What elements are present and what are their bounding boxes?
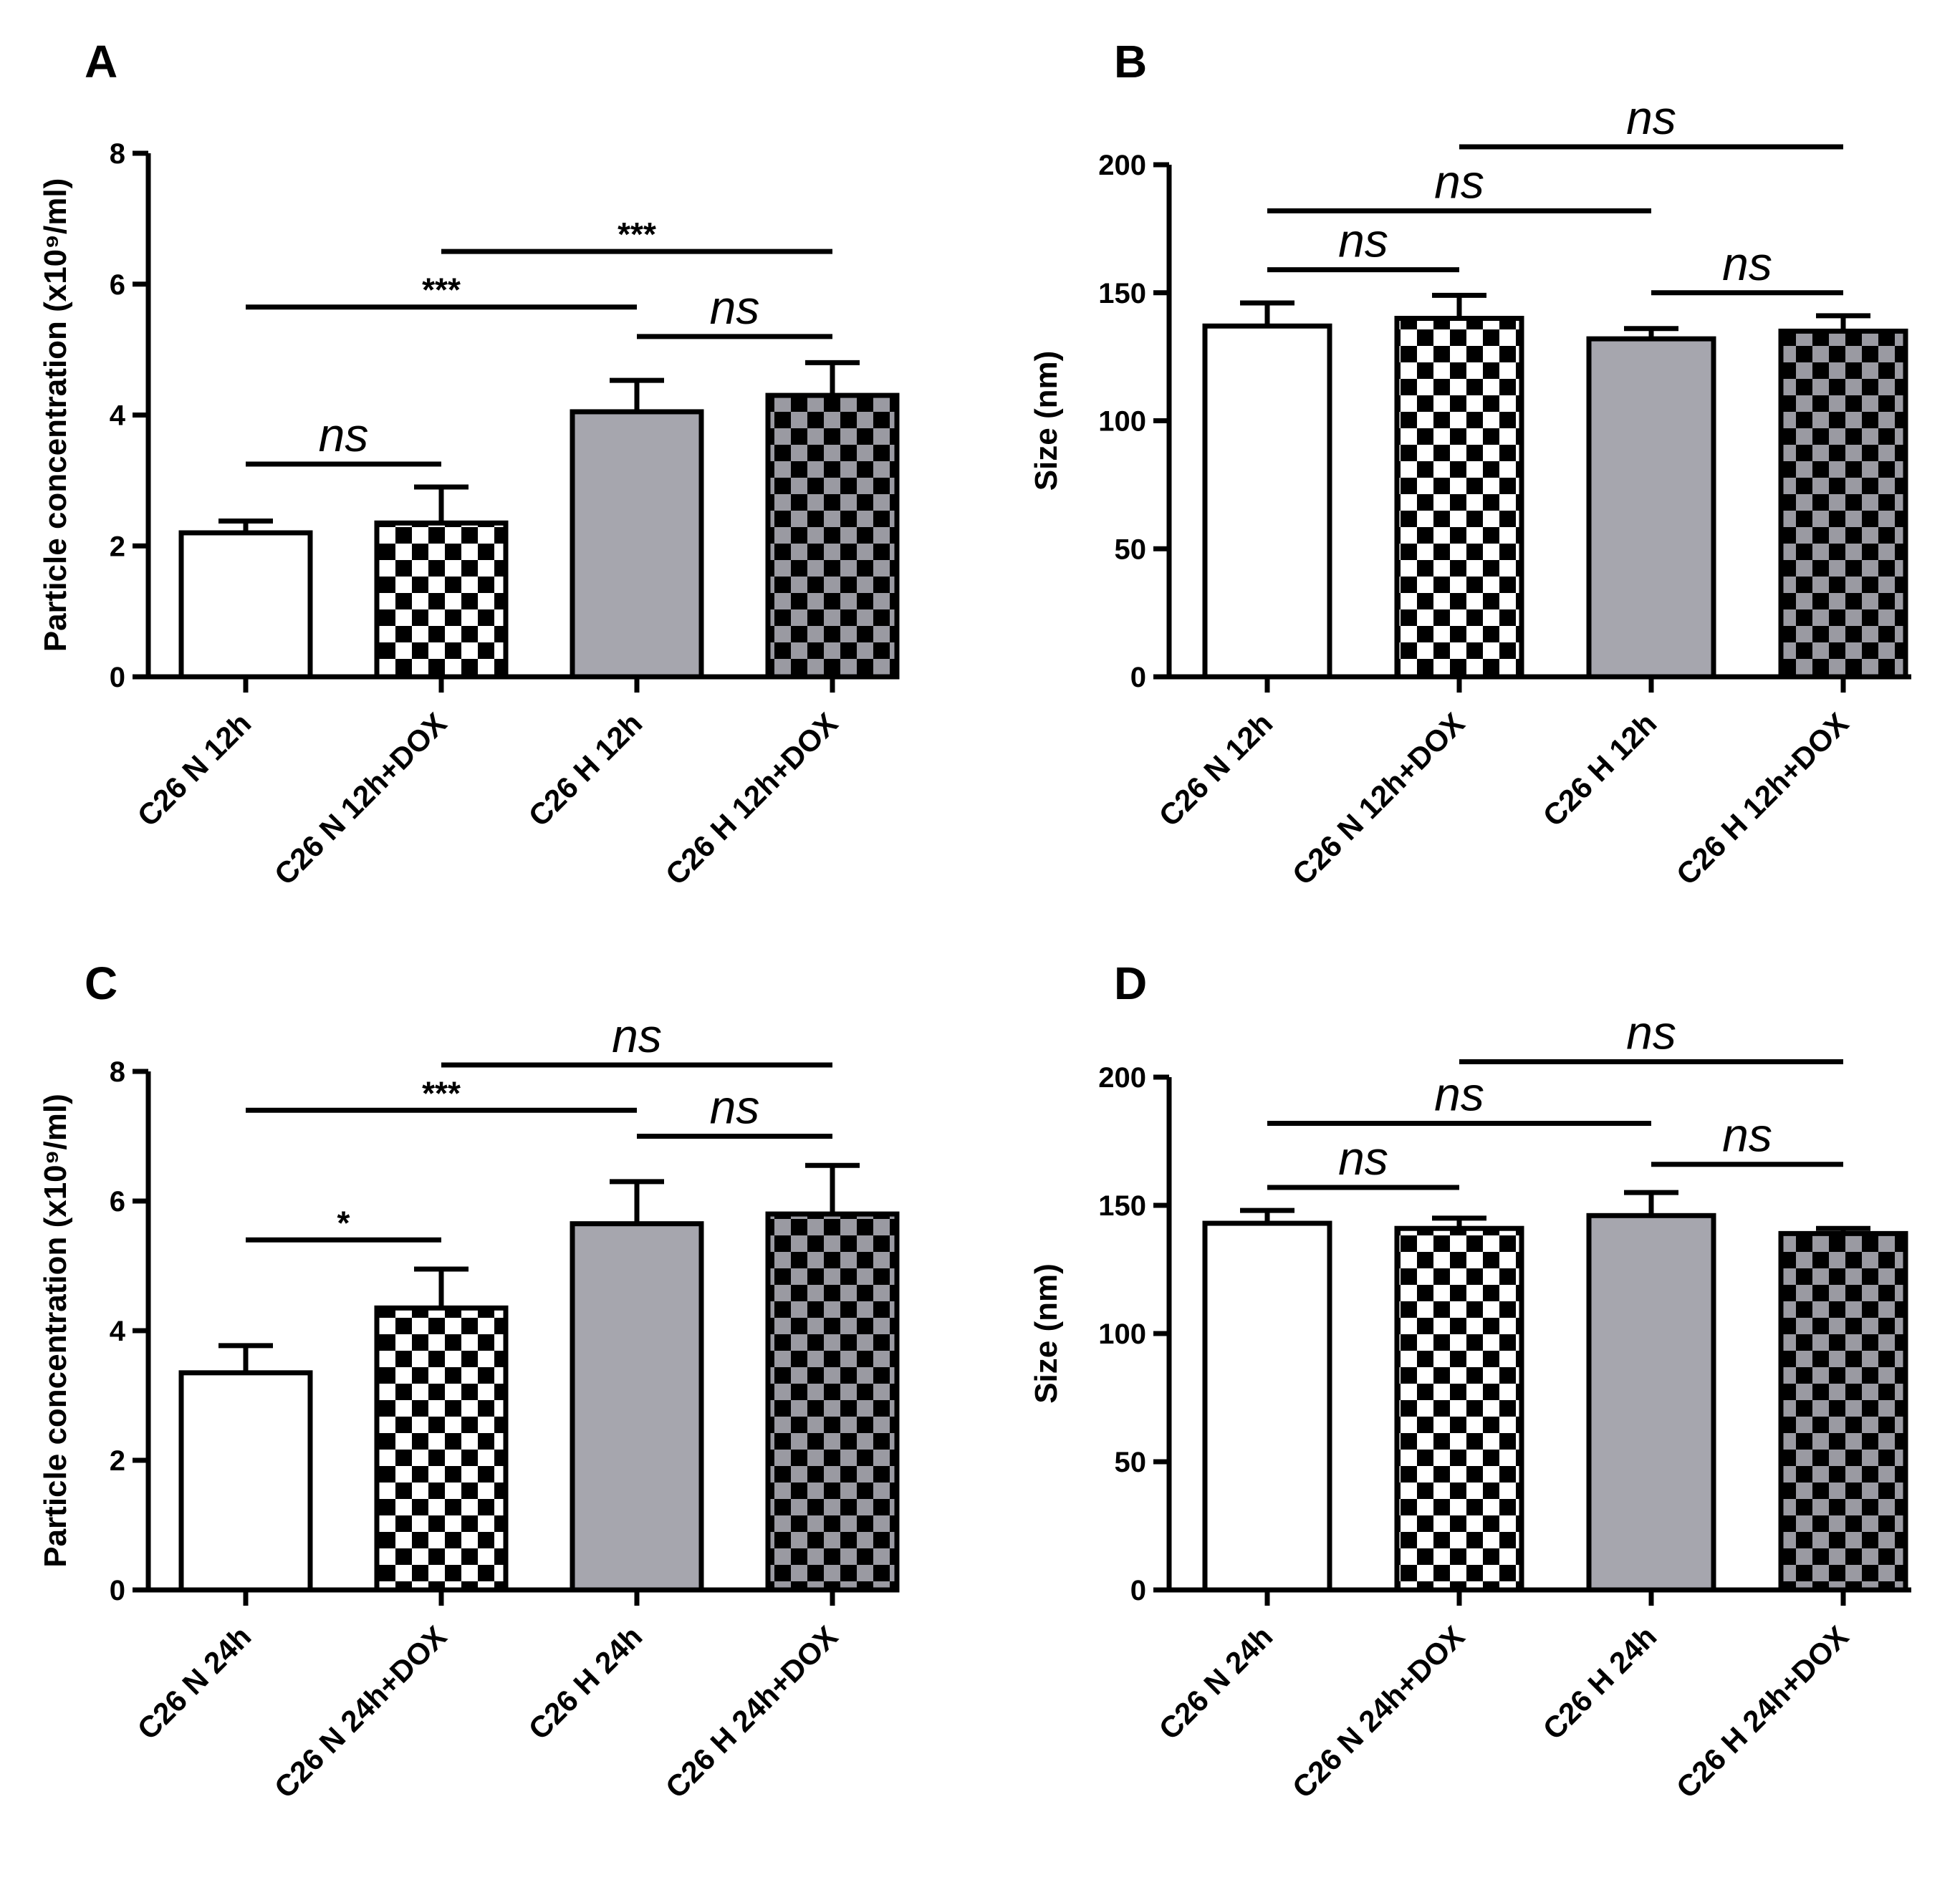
bar — [1394, 316, 1524, 680]
bar — [374, 520, 509, 680]
panel-b: B 0 50 100 150 200 Size (nm) C26 N 12h C26 N 12h… — [1029, 36, 1911, 892]
y-tick-label: 8 — [110, 1056, 125, 1088]
significance-label: ns — [1722, 237, 1772, 290]
y-tick-label: 50 — [1115, 1447, 1147, 1478]
bar — [765, 1211, 900, 1593]
significance-label: *** — [422, 1074, 461, 1112]
y-tick-label: 4 — [110, 400, 126, 432]
bar — [1778, 1230, 1908, 1593]
y-tick-label: 6 — [110, 269, 125, 301]
bar — [570, 409, 704, 680]
category-label: C26 N 12h+DOX — [268, 706, 453, 892]
category-label: C26 H 12h — [1537, 706, 1663, 833]
y-tick-label: 0 — [110, 1575, 125, 1606]
bar — [374, 1305, 509, 1593]
significance-label: *** — [422, 271, 461, 309]
category-label: C26 N 24h+DOX — [1286, 1619, 1471, 1805]
y-tick-label: 6 — [110, 1186, 125, 1218]
panel-letter: A — [85, 36, 117, 87]
bar — [765, 392, 900, 680]
significance-label: ns — [710, 1081, 760, 1134]
panel-letter: C — [85, 958, 117, 1009]
panel-c: C 0 2 4 6 8 Particle concentration (x10⁹/ml) C2… — [38, 958, 900, 1805]
category-label: C26 N 12h — [131, 706, 258, 833]
significance-label: ns — [1338, 214, 1388, 267]
y-axis-title: Particle concentration (x10⁹/ml) — [38, 178, 73, 652]
y-tick-label: 150 — [1098, 278, 1146, 309]
y-tick-label: 0 — [110, 662, 125, 693]
category-label: C26 H 24h+DOX — [1670, 1619, 1855, 1805]
y-axis-title: Size (nm) — [1029, 1263, 1064, 1404]
y-tick-label: 100 — [1098, 1318, 1146, 1350]
y-tick-label: 2 — [110, 1445, 125, 1477]
bar — [1202, 1220, 1332, 1593]
category-label: C26 N 24h — [1153, 1619, 1279, 1746]
bar — [570, 1221, 704, 1593]
panel-letter: B — [1114, 36, 1147, 87]
y-tick-label: 8 — [110, 138, 125, 170]
significance-label: ns — [1434, 155, 1484, 208]
significance-label: ns — [1722, 1109, 1772, 1162]
y-tick-label: 200 — [1098, 1062, 1146, 1094]
significance-label: ns — [319, 408, 369, 461]
significance-label: * — [337, 1204, 350, 1241]
significance-label: ns — [1626, 1006, 1676, 1059]
category-label: C26 H 12h+DOX — [659, 706, 845, 892]
category-label: C26 N 24h+DOX — [268, 1619, 453, 1805]
significance-label: ns — [710, 281, 760, 334]
bar — [1202, 323, 1332, 680]
bar — [1394, 1225, 1524, 1593]
significance-label: *** — [618, 216, 656, 253]
panel-a: A 0 2 4 6 8 Particle concentration (x10⁹/ml) C2… — [38, 36, 900, 892]
bar — [1586, 336, 1716, 680]
significance-label: ns — [1434, 1067, 1484, 1120]
bar — [178, 530, 313, 680]
panel-letter: D — [1114, 958, 1147, 1009]
y-tick-label: 150 — [1098, 1190, 1146, 1222]
y-tick-label: 2 — [110, 531, 125, 562]
significance-label: ns — [1338, 1132, 1388, 1185]
category-label: C26 N 12h — [1153, 706, 1279, 833]
bar — [1778, 328, 1908, 680]
y-tick-label: 0 — [1130, 1575, 1146, 1606]
category-label: C26 H 24h+DOX — [659, 1619, 845, 1805]
y-tick-label: 0 — [1130, 662, 1146, 693]
bar — [178, 1370, 313, 1593]
category-label: C26 H 24h — [522, 1619, 649, 1746]
category-label: C26 N 24h — [131, 1619, 258, 1746]
category-label: C26 H 24h — [1537, 1619, 1663, 1746]
y-tick-label: 50 — [1115, 534, 1147, 565]
bar — [1586, 1213, 1716, 1593]
y-axis-title: Particle concentration (x10⁹/ml) — [38, 1094, 73, 1568]
significance-label: ns — [612, 1009, 662, 1062]
panel-d: D 0 50 100 150 200 Size (nm) C26 N 24h C26 N 24h… — [1029, 958, 1911, 1805]
y-tick-label: 4 — [110, 1316, 126, 1347]
y-tick-label: 200 — [1098, 150, 1146, 181]
y-axis-title: Size (nm) — [1029, 351, 1064, 491]
significance-label: ns — [1626, 91, 1676, 144]
category-label: C26 H 12h — [522, 706, 649, 833]
y-tick-label: 100 — [1098, 406, 1146, 438]
category-label: C26 N 12h+DOX — [1286, 706, 1471, 892]
category-label: C26 H 12h+DOX — [1670, 706, 1855, 892]
